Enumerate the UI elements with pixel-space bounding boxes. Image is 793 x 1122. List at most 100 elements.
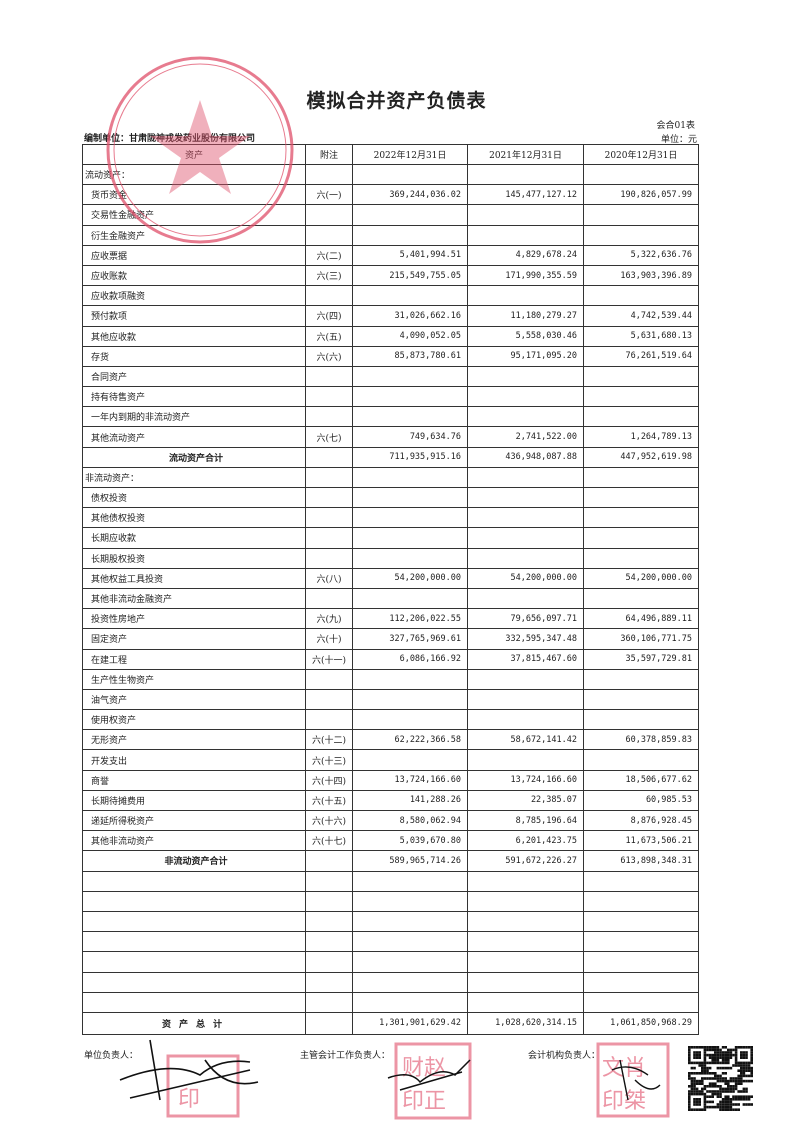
value-2021 xyxy=(467,931,584,953)
row-label: 投资性房地产 xyxy=(82,608,306,630)
value-2022 xyxy=(352,386,468,408)
row-label: 开发支出 xyxy=(82,749,306,771)
row-note xyxy=(305,971,353,993)
row-label: 应收账款 xyxy=(82,264,306,287)
table-row: 其他应收款 六(五) 4,090,052.05 5,558,030.46 5,631,6… xyxy=(82,325,699,347)
value-2021 xyxy=(467,466,584,489)
value-2020 xyxy=(583,547,699,569)
form-code: 会合01表 xyxy=(656,121,695,131)
value-2021 xyxy=(467,668,584,690)
row-note xyxy=(305,406,353,428)
col-header-item: 资产 xyxy=(82,144,306,165)
value-2020 xyxy=(583,890,699,912)
row-note xyxy=(305,890,353,912)
table-row: 其他债权投资 xyxy=(82,507,699,529)
value-2022 xyxy=(352,709,468,731)
row-note: 六(八) xyxy=(305,567,353,589)
value-2021: 79,656,097.71 xyxy=(467,608,584,630)
value-2021 xyxy=(467,749,584,771)
row-label: 一年内到期的非流动资产 xyxy=(82,406,306,428)
value-2020: 64,496,889.11 xyxy=(583,608,699,630)
row-label: 合同资产 xyxy=(82,365,306,388)
table-row: 长期应收款 xyxy=(82,527,699,549)
table-row: 衍生金融资产 xyxy=(82,224,699,246)
value-2021 xyxy=(467,890,584,912)
row-label: 固定资产 xyxy=(82,628,306,650)
row-note: 六(一) xyxy=(305,184,353,206)
row-label xyxy=(82,971,306,993)
value-2020 xyxy=(583,991,699,1013)
value-2020 xyxy=(583,870,699,892)
row-label: 在建工程 xyxy=(82,648,306,670)
row-note: 六(六) xyxy=(305,345,353,367)
value-2022: 112,206,022.55 xyxy=(352,608,468,630)
value-2021: 22,385.07 xyxy=(467,789,584,812)
row-label: 其他流动资产 xyxy=(82,426,306,448)
value-2022: 5,039,670.80 xyxy=(352,830,468,852)
table-row: 应收账款 六(三) 215,549,755.05 171,990,355.59 163,… xyxy=(82,264,699,287)
row-label: 非流动资产合计 xyxy=(82,850,306,872)
table-row: 预付款项 六(四) 31,026,662.16 11,180,279.27 4,742,… xyxy=(82,305,699,327)
value-2022 xyxy=(352,971,468,993)
row-label: 债权投资 xyxy=(82,486,306,509)
row-note xyxy=(305,931,353,953)
value-2020: 54,200,000.00 xyxy=(583,567,699,589)
row-note: 六(十四) xyxy=(305,769,353,791)
table-row: 生产性生物资产 xyxy=(82,668,699,690)
row-note xyxy=(305,204,353,226)
table-header-row: 资产 附注 2022年12月31日 2021年12月31日 2020年12月31… xyxy=(82,144,699,165)
section-row: 非流动资产： xyxy=(82,466,699,489)
row-label: 其他应收款 xyxy=(82,325,306,347)
row-label: 应收票据 xyxy=(82,244,306,266)
table-row: 使用权资产 xyxy=(82,709,699,731)
row-note xyxy=(305,285,353,307)
svg-text:印: 印 xyxy=(178,1087,200,1112)
value-2020 xyxy=(583,204,699,226)
row-label: 持有待售资产 xyxy=(82,386,306,408)
table-row: 油气资产 xyxy=(82,688,699,711)
value-2020: 60,985.53 xyxy=(583,789,699,812)
value-2022 xyxy=(352,587,468,610)
table-row: 货币资金 六(一) 369,244,036.02 145,477,127.12 190,… xyxy=(82,184,699,206)
value-2021: 591,672,226.27 xyxy=(467,850,584,872)
value-2022: 749,634.76 xyxy=(352,426,468,448)
row-note xyxy=(305,466,353,489)
row-note xyxy=(305,163,353,186)
value-2020 xyxy=(583,486,699,509)
currency-unit: 单位：元 xyxy=(660,135,697,145)
value-2020: 447,952,619.98 xyxy=(583,446,699,468)
value-2021: 2,741,522.00 xyxy=(467,426,584,448)
row-note xyxy=(305,507,353,529)
row-label: 应收款项融资 xyxy=(82,285,306,307)
row-note xyxy=(305,668,353,690)
balance-sheet-table: 资产 附注 2022年12月31日 2021年12月31日 2020年12月31… xyxy=(82,144,699,1035)
row-note xyxy=(305,386,353,408)
blank-row xyxy=(82,931,699,953)
value-2020 xyxy=(583,406,699,428)
row-note: 六(七) xyxy=(305,426,353,448)
value-2022 xyxy=(352,991,468,1013)
value-2021: 6,201,423.75 xyxy=(467,830,584,852)
value-2022: 141,288.26 xyxy=(352,789,468,812)
value-2021 xyxy=(467,486,584,509)
table-row: 长期待摊费用 六(十五) 141,288.26 22,385.07 60,985.53 xyxy=(82,789,699,812)
value-2022 xyxy=(352,507,468,529)
document-title: 模拟合并资产负债表 xyxy=(306,90,487,112)
table-row: 其他非流动资产 六(十七) 5,039,670.80 6,201,423.75 11,6… xyxy=(82,830,699,852)
value-2022 xyxy=(352,749,468,771)
subtotal-row: 流动资产合计 711,935,915.16 436,948,087.88 447,95… xyxy=(82,446,699,468)
table-row: 开发支出 六(十三) xyxy=(82,749,699,771)
value-2021: 436,948,087.88 xyxy=(467,446,584,468)
value-2022: 215,549,755.05 xyxy=(352,264,468,287)
value-2022: 62,222,366.58 xyxy=(352,729,468,751)
row-label: 流动资产合计 xyxy=(82,446,306,468)
table-row: 存货 六(六) 85,873,780.61 95,171,095.20 76,261,5… xyxy=(82,345,699,367)
value-2020: 8,876,928.45 xyxy=(583,809,699,832)
row-note: 六(十六) xyxy=(305,809,353,832)
row-label xyxy=(82,910,306,933)
value-2021: 37,815,467.60 xyxy=(467,648,584,670)
value-2021: 171,990,355.59 xyxy=(467,264,584,287)
value-2020: 4,742,539.44 xyxy=(583,305,699,327)
value-2022: 711,935,915.16 xyxy=(352,446,468,468)
table-row: 交易性金融资产 xyxy=(82,204,699,226)
